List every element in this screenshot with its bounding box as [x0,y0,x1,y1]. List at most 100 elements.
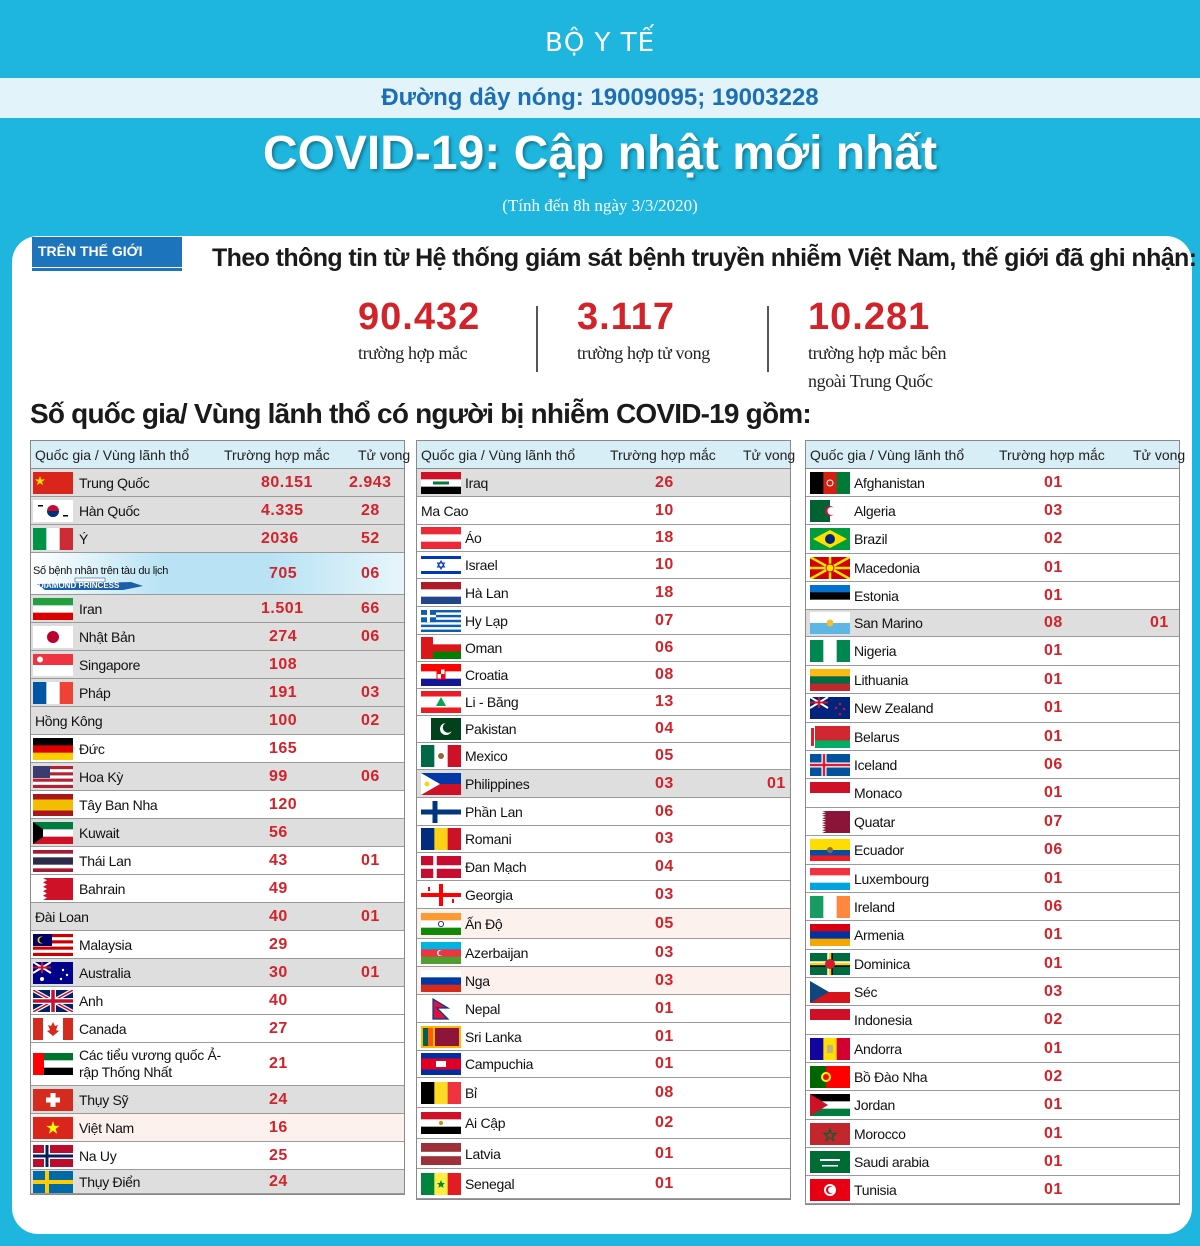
cases-value: 01 [1044,473,1063,491]
deaths-value: 06 [361,767,380,785]
cases-value: 04 [655,720,674,737]
cases-value: 02 [1044,530,1063,547]
table-row: Estonia 01 [806,582,1179,610]
table-row: Quatar 07 [806,808,1179,836]
nigeria-flag-icon [810,640,850,662]
country-name: Tunisia [854,1181,897,1198]
country-name: Malaysia [79,936,132,953]
table-row: Macedonia 01 [806,554,1179,582]
stat-label: trường hợp tử vong [577,343,710,363]
oman-flag-icon [421,637,461,659]
cases-value: 165 [269,739,298,757]
country-name: Saudi arabia [854,1153,930,1170]
cases-value: 01 [1044,869,1063,887]
dominica-flag-icon [810,952,850,975]
cases-value: 07 [1044,812,1063,830]
table-row: Saudi arabia 01 [806,1148,1179,1176]
country-name: Canada [79,1020,127,1037]
cases-value: 08 [1044,614,1063,631]
table-row: Nga 03 [417,967,790,995]
pakistan-flag-icon [421,718,461,740]
table-row: Iceland 06 [806,751,1179,779]
table-row: Iran 1.501 66 [31,595,404,623]
deaths-value: 01 [361,851,380,869]
country-name: Armenia [854,927,905,943]
afghanistan-flag-icon [810,471,850,494]
cases-value: 01 [1044,699,1063,716]
country-name: Morocco [854,1125,906,1142]
table-row: New Zealand 01 [806,694,1179,723]
qatar-flag-icon [810,810,850,833]
table-body: Trung Quốc 80.151 2.943 Hàn Quốc 4.335 28 Ý 203… [31,469,404,1194]
country-name: Đài Loan [35,908,89,925]
cases-value: 06 [655,639,674,656]
cases-value: 01 [1044,1152,1063,1170]
table-row: Đài Loan 40 01 [31,903,404,931]
country-name: Nhật Bản [79,628,135,645]
cases-value: 01 [1044,642,1063,659]
country-name: Áo [465,530,482,546]
table-row: Belarus 01 [806,723,1179,751]
table-row: Pháp 191 03 [31,679,404,707]
cases-value: 06 [1044,897,1063,915]
japan-flag-icon [33,625,73,648]
table-row: Séc 03 [806,978,1179,1006]
senegal-flag-icon [421,1172,461,1195]
country-name: Jordan [854,1097,896,1113]
cases-value: 01 [1044,1180,1063,1198]
cases-value: 01 [1044,1096,1063,1113]
table-row: Ấn Độ 05 [417,909,790,939]
country-name: Thụy Sỹ [79,1091,129,1108]
cases-value: 13 [655,693,674,710]
table-row: Việt Nam 16 [31,1114,404,1142]
table-header: Quốc gia / Vùng lãnh thổ Trường hợp mắc … [806,441,1185,469]
deaths-value: 03 [361,683,380,701]
intro-text: Theo thông tin từ Hệ thống giám sát bệnh… [212,244,1197,272]
cases-value: 10 [655,501,674,519]
table-body: Iraq 26 Ma Cao 10 Áo 18 Israel 10 Hà Lan 18 Hy Lạp… [417,469,790,1199]
jordan-flag-icon [810,1094,850,1116]
india-flag-icon [421,912,461,935]
country-name: Luxembourg [854,870,929,887]
country-name: Na Uy [79,1147,117,1164]
country-name: Georgia [465,886,513,903]
country-name: Séc [854,983,878,1000]
header-bar [0,0,1200,76]
country-name: Algeria [854,502,896,519]
country-name: Iceland [854,756,898,773]
country-name: Việt Nam [79,1119,134,1136]
malaysia-flag-icon [33,933,73,956]
section-title: Số quốc gia/ Vùng lãnh thổ có người bị n… [30,398,812,429]
cases-value: 01 [655,1144,674,1162]
table-row: Li - Băng 13 [417,689,790,716]
morocco-flag-icon [810,1122,850,1145]
country-name: Croatia [465,667,509,683]
country-name: Australia [79,964,131,981]
cases-value: 120 [269,795,298,813]
switzerland-flag-icon [33,1088,73,1111]
stat-divider [767,306,769,372]
spain-flag-icon [33,793,73,816]
table-row: Hồng Kông 100 02 [31,707,404,735]
country-name: Hà Lan [465,584,509,601]
sweden-flag-icon [33,1170,73,1193]
cases-value: 07 [655,611,674,629]
china-flag-icon [33,471,73,494]
table-row: Canada 27 [31,1015,404,1043]
egypt-flag-icon [421,1112,461,1134]
table-row: Ireland 06 [806,893,1179,921]
country-name: New Zealand [854,700,934,716]
deaths-value: 01 [1150,614,1169,631]
column-cases: Trường hợp mắc [999,447,1105,463]
table-row: Israel 10 [417,552,790,579]
column-deaths: Tử vong [743,447,796,463]
stat-label: trường hợp mắc bên ngoài Trung Quốc [808,343,947,391]
cases-value: 1.501 [261,599,304,617]
stat-value: 3.117 [577,296,675,338]
belarus-flag-icon [810,725,850,748]
table-row: Indonesia 02 [806,1006,1179,1035]
table-row: Nepal 01 [417,995,790,1023]
table-row: Ma Cao 10 [417,497,790,525]
table-row: Andorra 01 [806,1035,1179,1063]
croatia-flag-icon [421,664,461,686]
